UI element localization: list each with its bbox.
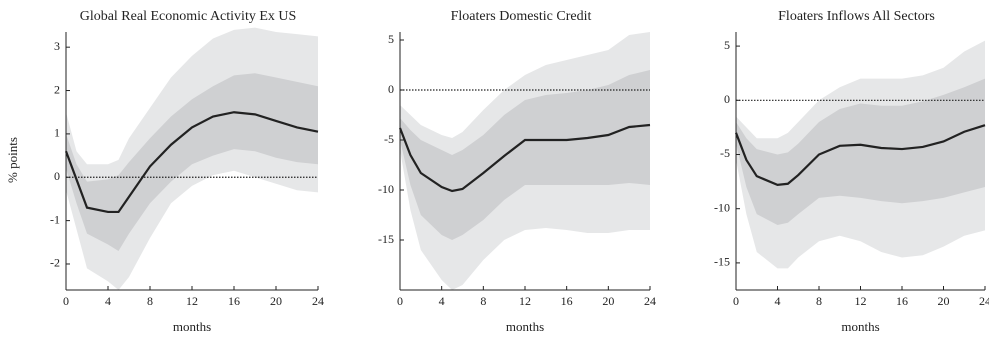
x-axis-label: months (173, 319, 211, 334)
x-tick-label: 4 (105, 294, 111, 308)
y-tick-label: -15 (378, 232, 394, 246)
x-tick-label: 16 (561, 294, 573, 308)
x-tick-label: 24 (979, 294, 989, 308)
y-tick-label: 5 (388, 32, 394, 46)
x-tick-label: 16 (896, 294, 908, 308)
x-tick-label: 8 (816, 294, 822, 308)
x-tick-label: 0 (397, 294, 403, 308)
chart-title: Floaters Inflows All Sectors (778, 9, 935, 24)
y-tick-label: 3 (54, 39, 60, 53)
y-axis-label: % points (5, 137, 20, 183)
confidence-band (736, 78, 985, 225)
chart-title: Floaters Domestic Credit (451, 9, 592, 24)
y-tick-label: -5 (384, 132, 394, 146)
x-tick-label: 0 (63, 294, 69, 308)
x-axis-label: months (506, 319, 544, 334)
y-tick-label: 0 (388, 82, 394, 96)
x-tick-label: 20 (602, 294, 614, 308)
y-tick-label: 1 (54, 126, 60, 140)
x-tick-label: 20 (270, 294, 282, 308)
y-tick-label: 2 (54, 82, 60, 96)
y-tick-label: -10 (378, 182, 394, 196)
confidence-band (66, 73, 318, 251)
median-line (64, 111, 319, 214)
y-tick-label: 0 (724, 92, 730, 106)
y-tick-label: 0 (54, 169, 60, 183)
x-tick-label: 16 (228, 294, 240, 308)
x-tick-label: 12 (186, 294, 198, 308)
x-axis-label: months (841, 319, 879, 334)
x-tick-label: 4 (775, 294, 781, 308)
x-tick-label: 12 (855, 294, 867, 308)
x-tick-label: 24 (644, 294, 656, 308)
confidence-band (400, 70, 650, 240)
x-tick-label: 8 (147, 294, 153, 308)
x-tick-label: 0 (733, 294, 739, 308)
x-tick-label: 8 (480, 294, 486, 308)
y-tick-label: -1 (50, 212, 60, 226)
median-line (398, 123, 651, 193)
y-tick-label: -2 (50, 256, 60, 270)
x-tick-label: 20 (938, 294, 950, 308)
median-line (734, 124, 986, 186)
chart-title: Global Real Economic Activity Ex US (80, 9, 297, 24)
y-tick-label: -10 (714, 200, 730, 214)
x-tick-label: 4 (439, 294, 445, 308)
y-tick-label: -5 (720, 146, 730, 160)
y-tick-label: -15 (714, 255, 730, 269)
x-tick-label: 12 (519, 294, 531, 308)
y-tick-label: 5 (724, 38, 730, 52)
x-tick-label: 24 (312, 294, 324, 308)
